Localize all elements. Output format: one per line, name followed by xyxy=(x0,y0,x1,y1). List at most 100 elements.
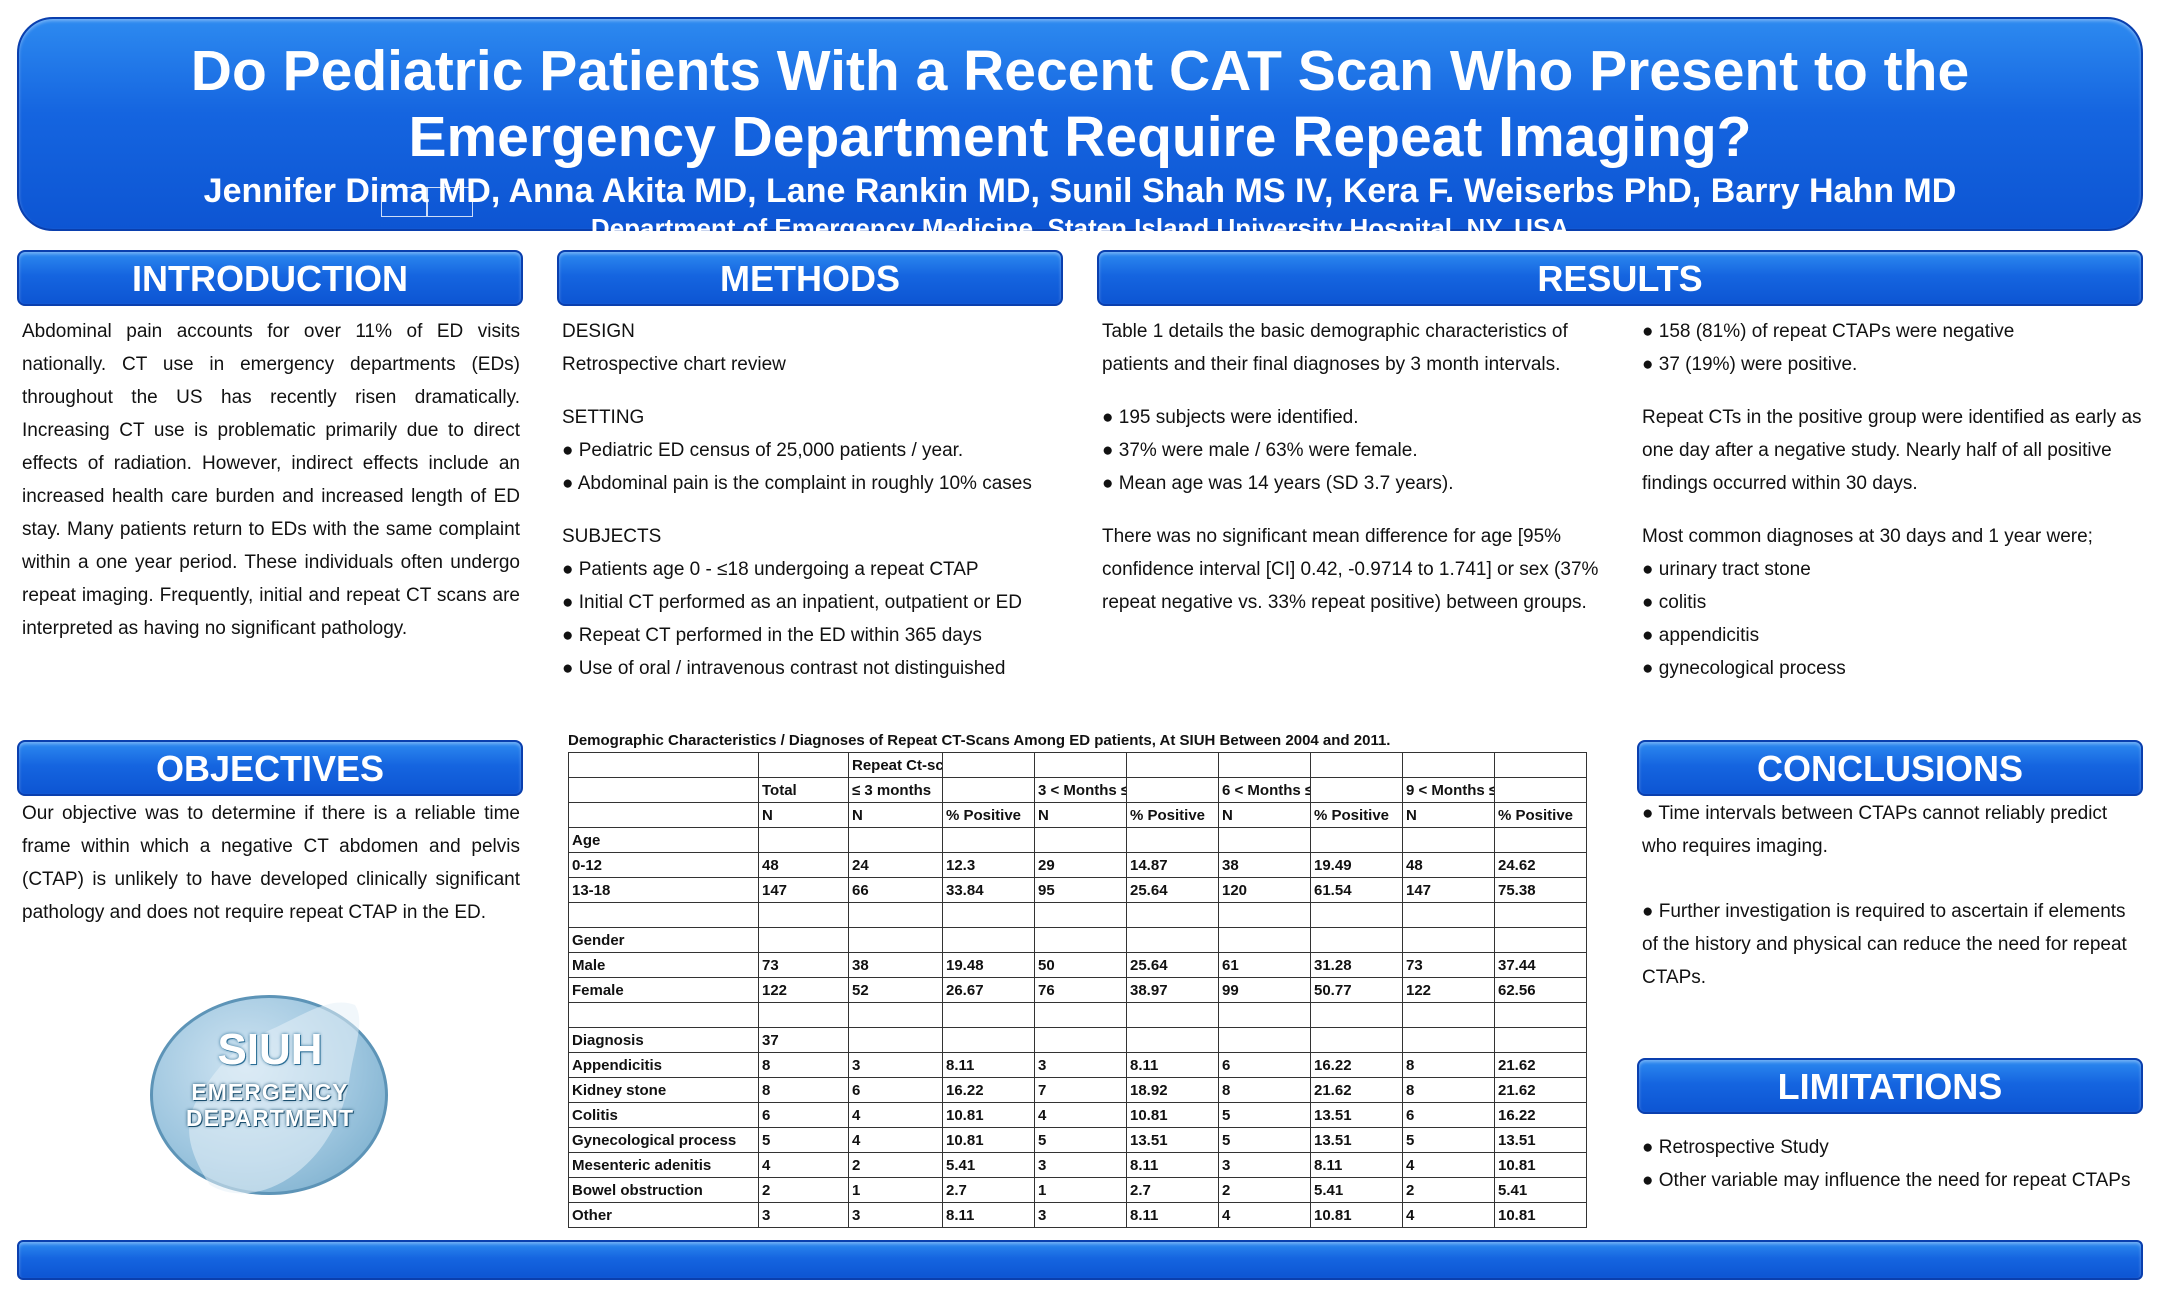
table-cell xyxy=(942,777,1035,803)
table-cell: % Positive xyxy=(1494,802,1587,828)
table-cell: 13.51 xyxy=(1310,1127,1403,1153)
table-cell xyxy=(848,1002,943,1028)
table-cell xyxy=(1310,827,1403,853)
table-cell: 4 xyxy=(1402,1152,1495,1178)
table-cell: 120 xyxy=(1218,877,1311,903)
table-cell xyxy=(758,1002,849,1028)
table-cell: Diagnosis xyxy=(568,1027,759,1053)
table-cell xyxy=(1218,1002,1311,1028)
table-cell: 25.64 xyxy=(1126,952,1219,978)
table-cell xyxy=(1402,1002,1495,1028)
table-cell: % Positive xyxy=(1126,802,1219,828)
table-cell: Bowel obstruction xyxy=(568,1177,759,1203)
header-placeholder-boxes xyxy=(379,187,475,217)
table-cell: 8 xyxy=(758,1052,849,1078)
table-cell: 2 xyxy=(758,1177,849,1203)
table-cell: 66 xyxy=(848,877,943,903)
table-cell: 4 xyxy=(1218,1202,1311,1228)
table-cell xyxy=(1034,1027,1127,1053)
table-cell xyxy=(848,827,943,853)
table-cell: 2.7 xyxy=(1126,1177,1219,1203)
table-cell: 0-12 xyxy=(568,852,759,878)
table-row: Other 3 3 8.11 3 8.11 4 10.81 4 10.81 xyxy=(568,1202,1587,1228)
table-cell: 8.11 xyxy=(1126,1052,1219,1078)
table-cell xyxy=(568,752,759,778)
table-cell xyxy=(568,777,759,803)
methods-subjects-item: ● Use of oral / intravenous contrast not… xyxy=(562,658,1006,679)
introduction-heading: INTRODUCTION xyxy=(17,250,523,306)
table-cell xyxy=(1494,902,1587,928)
table-cell xyxy=(942,1027,1035,1053)
table-cell xyxy=(1126,752,1219,778)
limitation-item: ● Other variable may influence the need … xyxy=(1642,1170,2131,1191)
table-cell: 38 xyxy=(1218,852,1311,878)
table-cell xyxy=(1310,927,1403,953)
table-cell: 21.62 xyxy=(1494,1077,1587,1103)
table-cell xyxy=(758,902,849,928)
table-cell xyxy=(1126,1002,1219,1028)
table-row: 0-12 48 24 12.3 29 14.87 38 19.49 48 24.62 xyxy=(568,852,1587,878)
table-row: Colitis 6 4 10.81 4 10.81 5 13.51 6 16.22 xyxy=(568,1102,1587,1128)
results-diagnosis-item: ● colitis xyxy=(1642,592,1707,613)
methods-design-label: DESIGN xyxy=(562,321,635,342)
table-cell xyxy=(568,1002,759,1028)
methods-subjects-item: ● Initial CT performed as an inpatient, … xyxy=(562,592,1022,613)
table-cell xyxy=(942,927,1035,953)
table-cell: Repeat Ct-scan xyxy=(848,752,943,778)
table-cell xyxy=(758,827,849,853)
table-cell: 5.41 xyxy=(1494,1177,1587,1203)
table-cell xyxy=(942,827,1035,853)
table-row: Bowel obstruction 2 1 2.7 1 2.7 2 5.41 2 5.41 xyxy=(568,1177,1587,1203)
table-cell: 8.11 xyxy=(942,1052,1035,1078)
table-cell: 31.28 xyxy=(1310,952,1403,978)
results-bullet: ● Mean age was 14 years (SD 3.7 years). xyxy=(1102,473,1454,494)
table-cell: 8.11 xyxy=(1126,1202,1219,1228)
table-cell: 37 xyxy=(758,1027,849,1053)
table-cell xyxy=(1310,752,1403,778)
table-row xyxy=(568,1002,1587,1028)
table-cell: 12.3 xyxy=(942,852,1035,878)
conclusion-item: ● Time intervals between CTAPs cannot re… xyxy=(1642,803,2108,857)
table-cell xyxy=(758,752,849,778)
table-cell: 13.51 xyxy=(1126,1127,1219,1153)
table-cell: 10.81 xyxy=(1494,1202,1587,1228)
table-row: Appendicitis 8 3 8.11 3 8.11 6 16.22 8 21.62 xyxy=(568,1052,1587,1078)
poster-header: Do Pediatric Patients With a Recent CAT … xyxy=(17,17,2143,243)
table-row: Mesenteric adenitis 4 2 5.41 3 8.11 3 8.11 4 10.8… xyxy=(568,1152,1587,1178)
table-cell xyxy=(1494,777,1587,803)
table-cell: 6 xyxy=(758,1102,849,1128)
table-cell: 3 < Months ≤ 6 xyxy=(1034,777,1127,803)
table-cell xyxy=(1402,752,1495,778)
table-cell: Female xyxy=(568,977,759,1003)
table-cell: Gender xyxy=(568,927,759,953)
table-cell xyxy=(1126,1027,1219,1053)
table-cell: Gynecological process xyxy=(568,1127,759,1153)
logo-emergency-text: EMERGENCY xyxy=(191,1079,349,1105)
table-cell: 3 xyxy=(1034,1152,1127,1178)
table-cell: Total xyxy=(758,777,849,803)
conclusion-item: ● Further investigation is required to a… xyxy=(1642,901,2127,988)
table-cell: 5.41 xyxy=(1310,1177,1403,1203)
conclusions-body: ● Time intervals between CTAPs cannot re… xyxy=(1642,797,2142,994)
table-cell xyxy=(848,902,943,928)
table-cell: 14.87 xyxy=(1126,852,1219,878)
results-column2: ● 158 (81%) of repeat CTAPs were negativ… xyxy=(1642,315,2142,685)
table-cell: 2 xyxy=(1218,1177,1311,1203)
table-cell: 52 xyxy=(848,977,943,1003)
table-cell xyxy=(1126,927,1219,953)
table-row: N N% Positive N% Positive N% Positive N% Pos… xyxy=(568,802,1587,828)
table-cell: 10.81 xyxy=(1310,1202,1403,1228)
table-cell xyxy=(1402,1027,1495,1053)
table-cell: 99 xyxy=(1218,977,1311,1003)
table-cell: 38.97 xyxy=(1126,977,1219,1003)
table-cell: 5 xyxy=(1218,1102,1311,1128)
table-cell xyxy=(1494,752,1587,778)
table-cell xyxy=(1126,827,1219,853)
table-cell: 6 xyxy=(1402,1102,1495,1128)
table-row: Total≤ 3 months 3 < Months ≤ 6 6 < Months … xyxy=(568,777,1587,803)
poster-authors: Jennifer Dima MD, Anna Akita MD, Lane Ra… xyxy=(203,172,1957,210)
objectives-heading: OBJECTIVES xyxy=(17,740,523,796)
table-cell: 48 xyxy=(758,852,849,878)
table-cell xyxy=(1218,902,1311,928)
staten-island-map-icon xyxy=(189,1002,360,1194)
